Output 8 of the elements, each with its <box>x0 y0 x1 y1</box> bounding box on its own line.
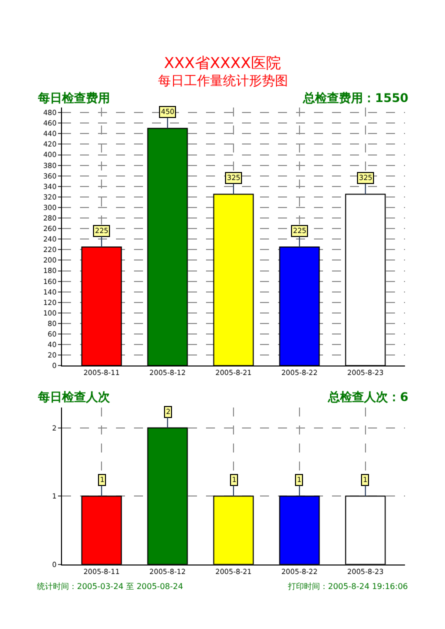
chart-title: XXX省XXXX医院 <box>164 54 281 72</box>
text: 打印时间：2005-8-24 19:16:06 <box>287 582 408 591</box>
text: 总检查人次：6 <box>327 390 408 404</box>
text: 每日检查费用 <box>37 91 110 105</box>
chart-title: 每日检查人次 <box>37 390 111 404</box>
text: 统计时间：2005-03-24 至 2005-08-24 <box>37 582 184 591</box>
chart-subtitle: 每日工作量统计形势图 <box>158 74 288 89</box>
text: 总检查费用：1550 <box>302 91 408 105</box>
